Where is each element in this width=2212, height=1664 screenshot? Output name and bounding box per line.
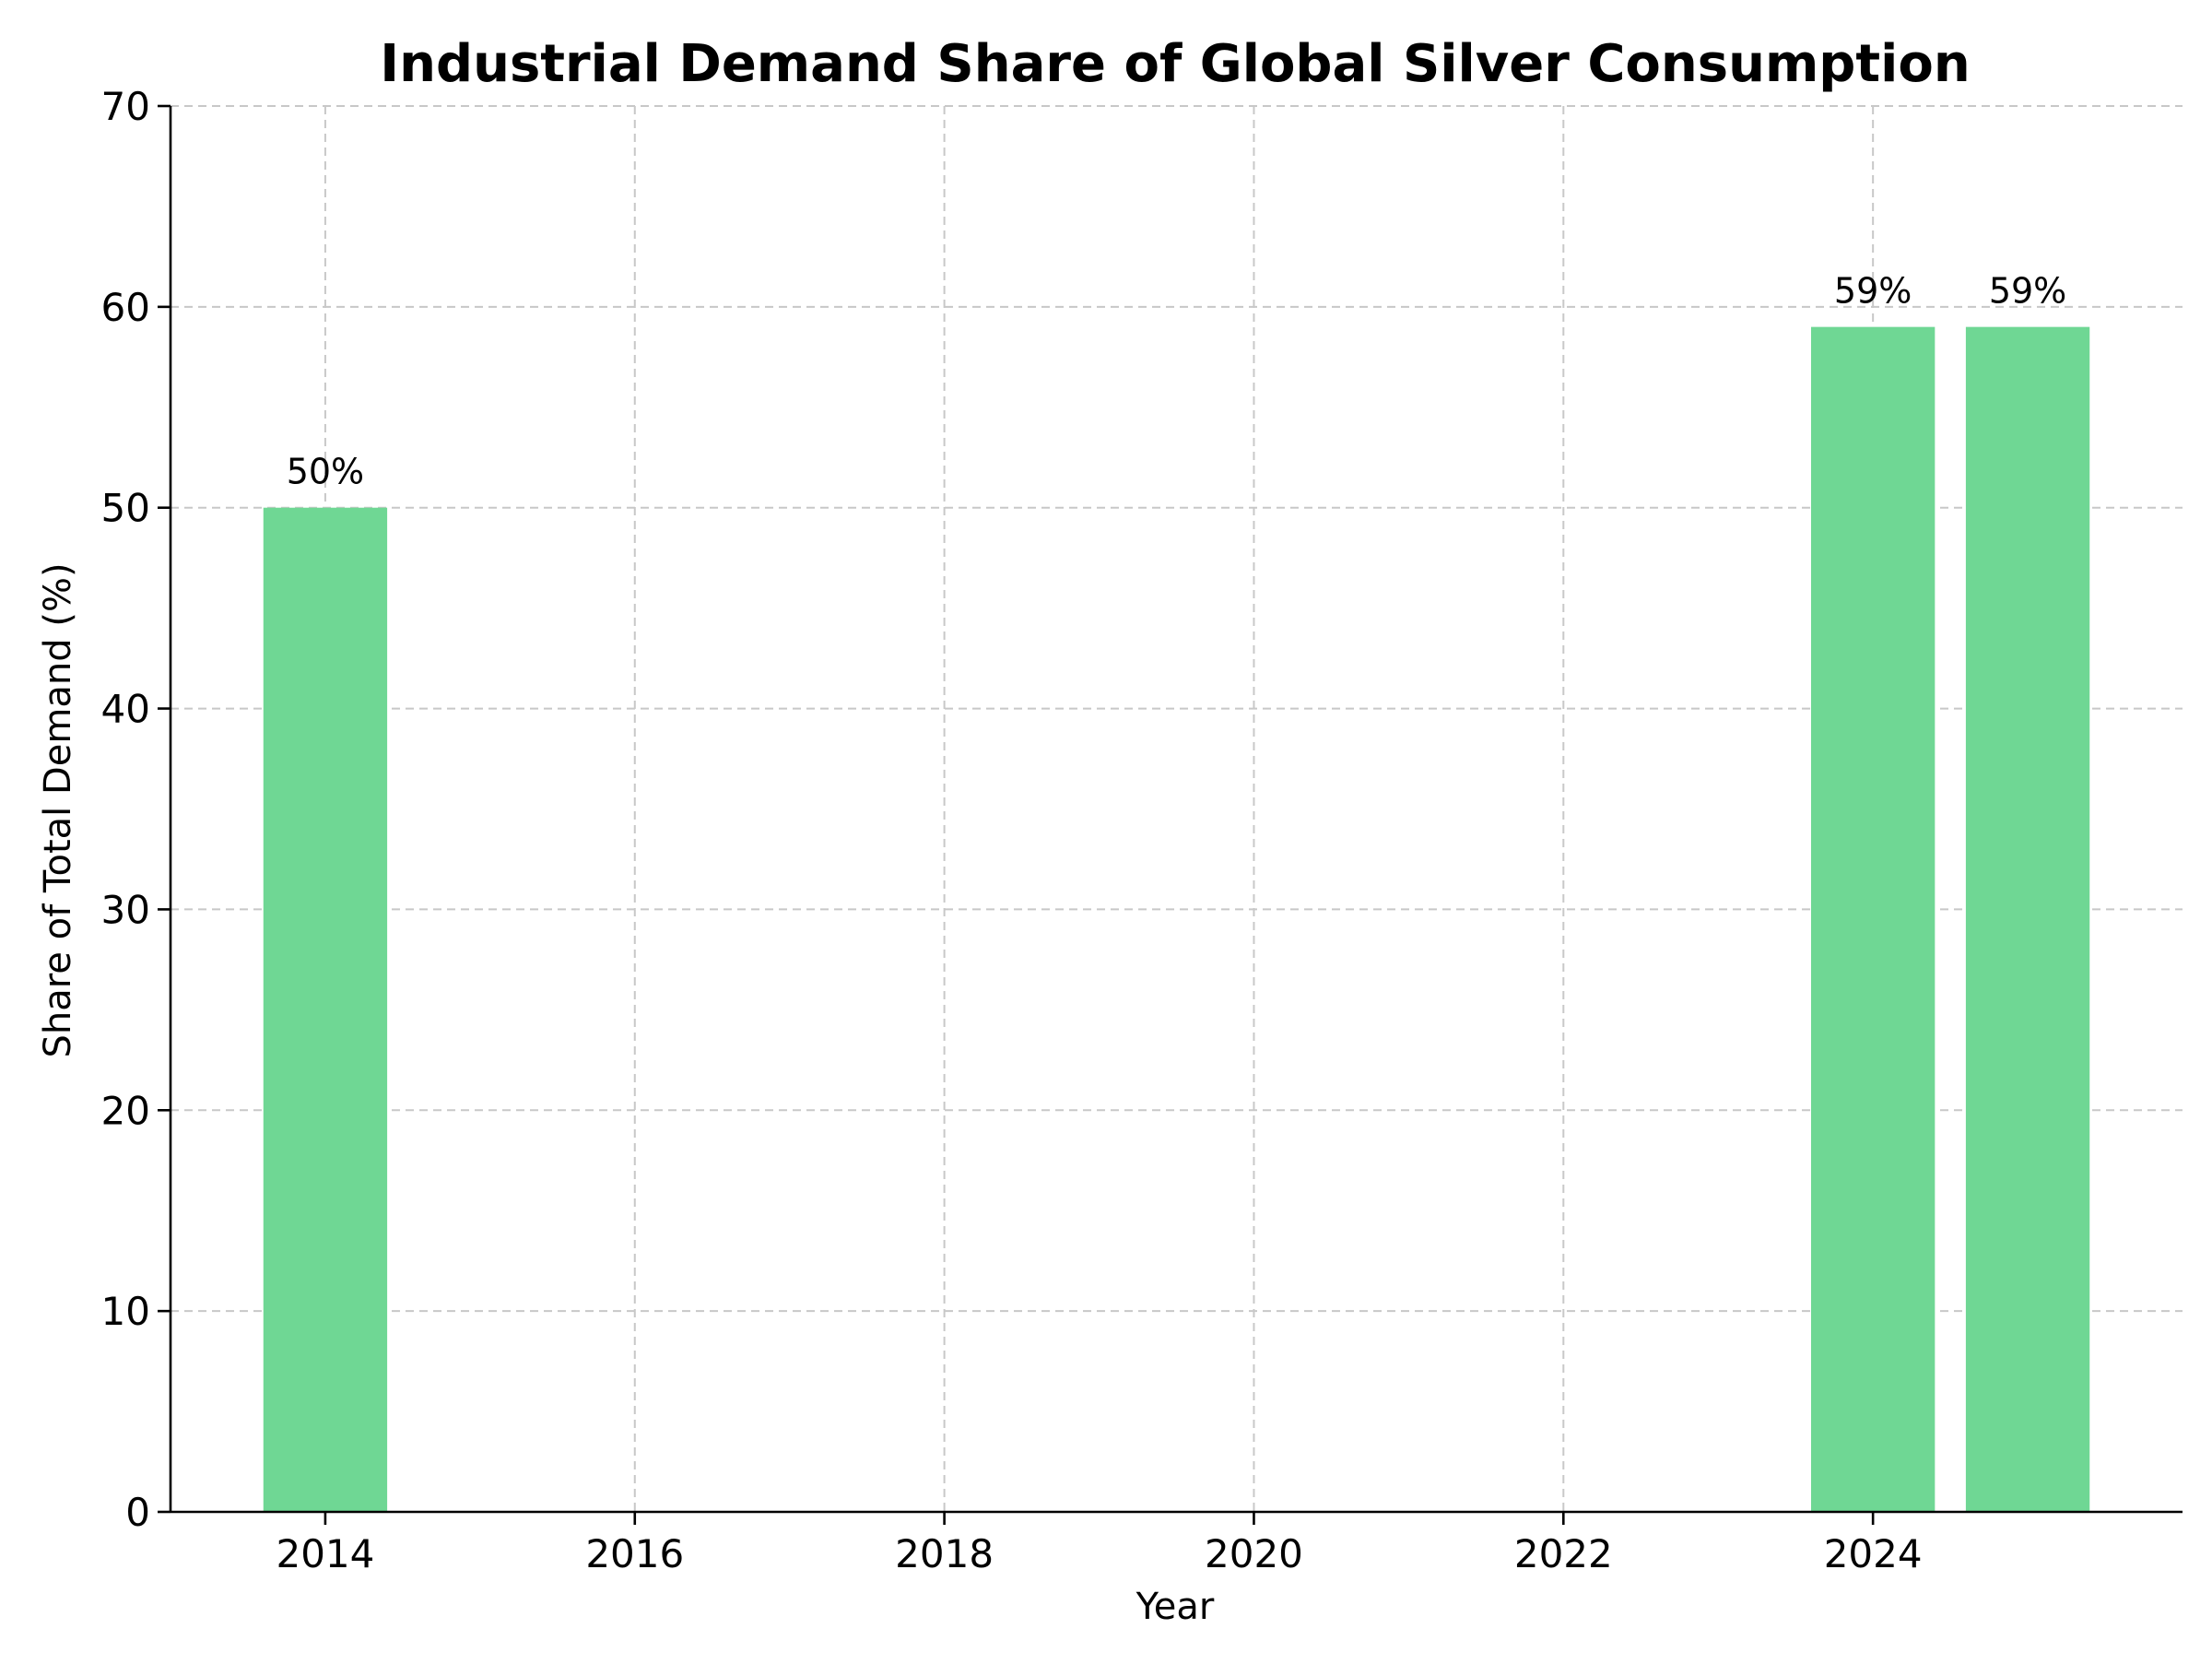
x-tick-label: 2024 [1824,1531,1923,1576]
x-tick-label: 2016 [585,1531,684,1576]
bar-2024 [1810,326,1936,1513]
y-tick-label: 40 [101,687,150,732]
x-axis-title: Year [1135,1586,1215,1628]
y-tick-label: 70 [101,84,150,129]
y-tick-label: 10 [101,1289,150,1334]
x-tick-label: 2014 [276,1531,374,1576]
data-labels: 50% 59% 59% [287,271,2067,492]
y-tick-label: 50 [101,486,150,531]
data-label-2024: 59% [1834,271,1912,312]
bar-2025 [1965,326,2090,1513]
y-tick-label: 30 [101,887,150,932]
chart-title: Industrial Demand Share of Global Silver… [380,34,1970,94]
y-tick-label: 0 [125,1490,150,1535]
bar-2014 [263,507,388,1512]
axes [169,106,2183,1514]
y-tick-label: 20 [101,1088,150,1133]
x-tick-label: 2020 [1205,1531,1303,1576]
data-label-2014: 50% [287,452,364,492]
bars [263,326,2090,1513]
x-tick-label: 2018 [895,1531,994,1576]
data-label-2025: 59% [1989,271,2066,312]
x-tick-label: 2022 [1514,1531,1613,1576]
y-axis-title: Share of Total Demand (%) [37,562,79,1057]
ticks: 0 10 20 30 40 50 60 70 2014 2016 2018 2020 2022 2024 [101,84,1923,1576]
y-tick-label: 60 [101,285,150,330]
